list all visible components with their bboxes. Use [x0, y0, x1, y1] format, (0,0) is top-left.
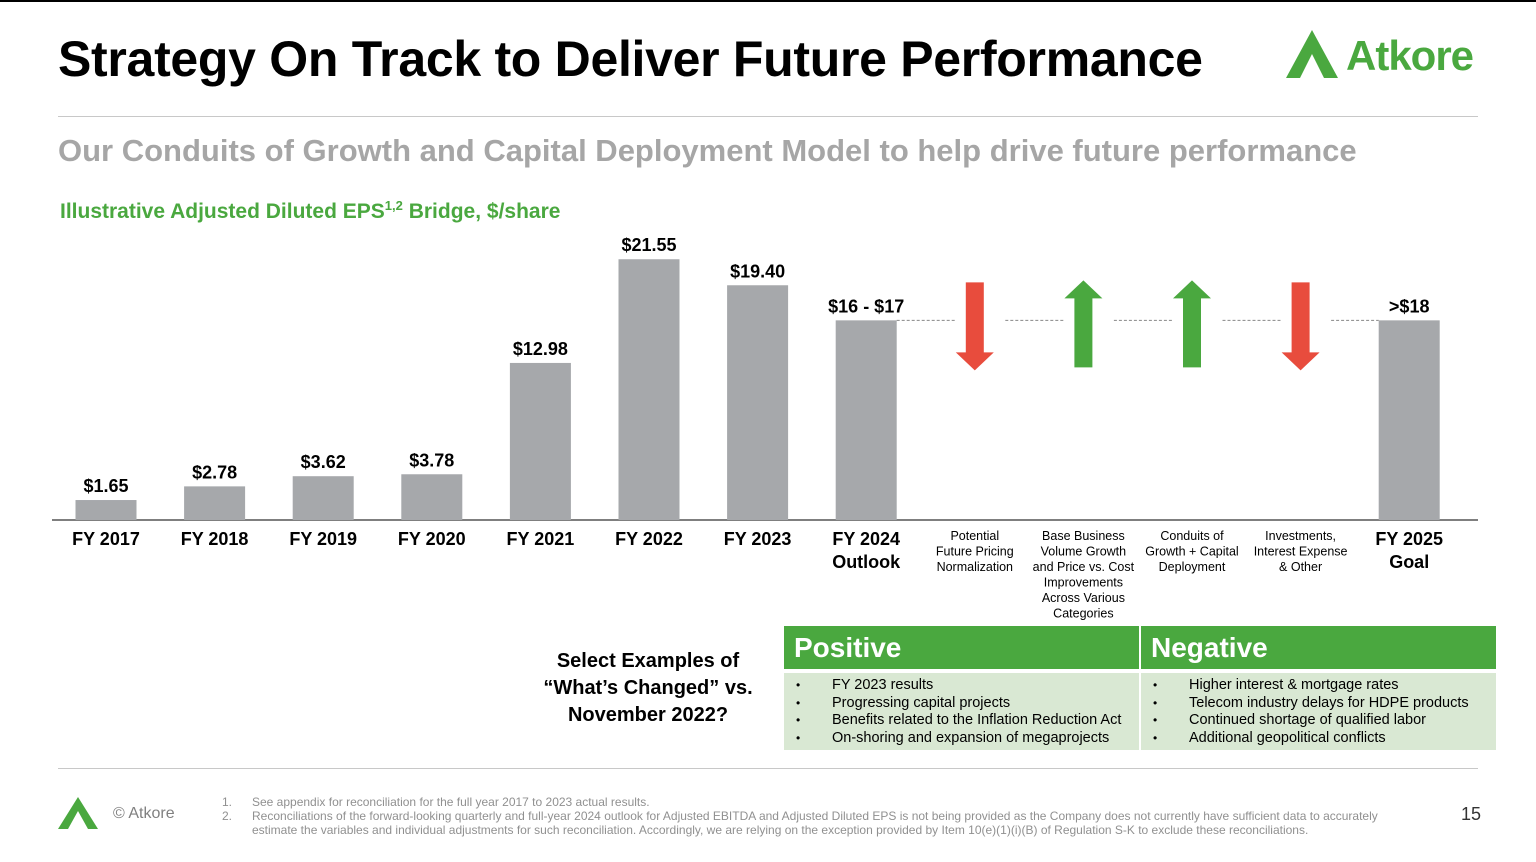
bridge-label: Normalization	[937, 560, 1013, 574]
bridge-label: and Price vs. Cost	[1033, 560, 1135, 574]
x-tick-label: FY 2021	[507, 529, 575, 549]
bar	[1378, 320, 1440, 520]
bar	[509, 362, 571, 520]
footnote: 1. See appendix for reconciliation for t…	[222, 795, 1412, 809]
bar-value-label: $12.98	[513, 339, 568, 359]
chart-heading-footnote: 1,2	[384, 198, 403, 213]
bar-value-label: $16 - $17	[828, 296, 904, 316]
bar-value-label: $3.62	[301, 452, 346, 472]
x-tick-label: FY 2019	[289, 529, 357, 549]
slide-title: Strategy On Track to Deliver Future Perf…	[58, 31, 1203, 87]
chart-heading-tail: Bridge, $/share	[402, 200, 561, 223]
x-tick-label: FY 2020	[398, 529, 466, 549]
negative-body: Higher interest & mortgage rates Telecom…	[1141, 673, 1496, 750]
top-border	[0, 0, 1536, 2]
bridge-label: Improvements	[1044, 576, 1123, 590]
chart-heading-text: Illustrative Adjusted Diluted EPS	[60, 200, 385, 223]
x-tick-label: FY 2022	[615, 529, 683, 549]
positive-item: On-shoring and expansion of megaprojects	[794, 730, 1139, 748]
footnote-text: See appendix for reconciliation for the …	[252, 795, 650, 809]
x-tick-label: FY 2023	[724, 529, 792, 549]
footnote: 2. Reconciliations of the forward-lookin…	[222, 809, 1412, 837]
x-tick-label: FY 2017	[72, 529, 140, 549]
bar-value-label: $2.78	[192, 462, 237, 482]
decrease-arrow-icon	[955, 282, 994, 371]
bridge-label: Growth + Capital	[1145, 545, 1238, 559]
positive-body: FY 2023 results Progressing capital proj…	[784, 673, 1139, 750]
positive-item: FY 2023 results	[794, 677, 1139, 695]
bridge-label: Conduits of	[1160, 529, 1224, 543]
bridge-label: & Other	[1279, 560, 1322, 574]
footnote-text: Reconciliations of the forward-looking q…	[252, 809, 1378, 837]
positive-panel: Positive FY 2023 results Progressing cap…	[784, 626, 1139, 750]
x-tick-label: Goal	[1389, 552, 1429, 572]
examples-title-line: November 2022?	[567, 704, 729, 726]
bar	[835, 320, 897, 520]
bridge-label: Interest Expense	[1254, 545, 1348, 559]
examples-title: Select Examples of “What’s Changed” vs. …	[520, 648, 776, 729]
footnotes: 1. See appendix for reconciliation for t…	[222, 795, 1412, 837]
bar	[75, 500, 137, 520]
bridge-label: Deployment	[1159, 560, 1226, 574]
bridge-label: Volume Growth	[1041, 545, 1127, 559]
slide-subtitle: Our Conduits of Growth and Capital Deplo…	[58, 133, 1357, 168]
bridge-label: Across Various	[1042, 591, 1125, 605]
positive-item: Progressing capital projects	[794, 695, 1139, 713]
bridge-label: Potential	[950, 529, 999, 543]
negative-item: Additional geopolitical conflicts	[1151, 730, 1496, 748]
footer-divider	[58, 768, 1478, 769]
bar-value-label: >$18	[1389, 296, 1430, 316]
examples-title-line: “What’s Changed” vs.	[543, 677, 753, 699]
bar	[618, 259, 680, 520]
negative-item: Telecom industry delays for HDPE product…	[1151, 695, 1496, 713]
examples-title-line: Select Examples of	[556, 650, 740, 672]
bar-value-label: $19.40	[730, 261, 785, 281]
positive-header: Positive	[784, 626, 1139, 669]
x-tick-label: FY 2024	[832, 529, 900, 549]
increase-arrow-icon	[1173, 280, 1211, 368]
negative-header: Negative	[1141, 626, 1496, 669]
bar	[292, 476, 354, 520]
logo-wordmark: Atkore	[1346, 32, 1474, 79]
x-tick-label: FY 2025	[1375, 529, 1443, 549]
bar	[727, 285, 789, 520]
bridge-label: Investments,	[1265, 529, 1336, 543]
bar	[401, 474, 463, 520]
bar-value-label: $3.78	[409, 450, 454, 470]
bridge-label: Base Business	[1042, 529, 1125, 543]
negative-item: Higher interest & mortgage rates	[1151, 677, 1496, 695]
footnote-number: 1.	[222, 795, 233, 809]
negative-item: Continued shortage of qualified labor	[1151, 712, 1496, 730]
x-tick-label: FY 2018	[181, 529, 249, 549]
footnote-number: 2.	[222, 809, 233, 823]
positive-item: Benefits related to the Inflation Reduct…	[794, 712, 1139, 730]
bar-value-label: $21.55	[621, 235, 676, 255]
page-number: 15	[1461, 804, 1482, 824]
decrease-arrow-icon	[1281, 282, 1320, 371]
bar-value-label: $1.65	[83, 476, 128, 496]
x-tick-label: Outlook	[832, 552, 901, 572]
eps-bridge-chart: $1.65 FY 2017 $2.78 FY 2018 $3.62 FY 2019 $3.7…	[52, 235, 1478, 621]
increase-arrow-icon	[1064, 280, 1103, 368]
footer-logo-icon	[58, 797, 98, 829]
chart-heading: Illustrative Adjusted Diluted EPS1,2 Bri…	[60, 198, 560, 224]
atkore-logo: Atkore	[1284, 28, 1484, 84]
copyright: © Atkore	[113, 805, 175, 822]
negative-panel: Negative Higher interest & mortgage rate…	[1141, 626, 1496, 750]
atkore-logo-icon	[1286, 30, 1338, 78]
bridge-label: Future Pricing	[936, 545, 1014, 559]
bridge-label: Categories	[1053, 607, 1113, 621]
header-divider	[58, 116, 1478, 117]
bar	[184, 486, 246, 520]
